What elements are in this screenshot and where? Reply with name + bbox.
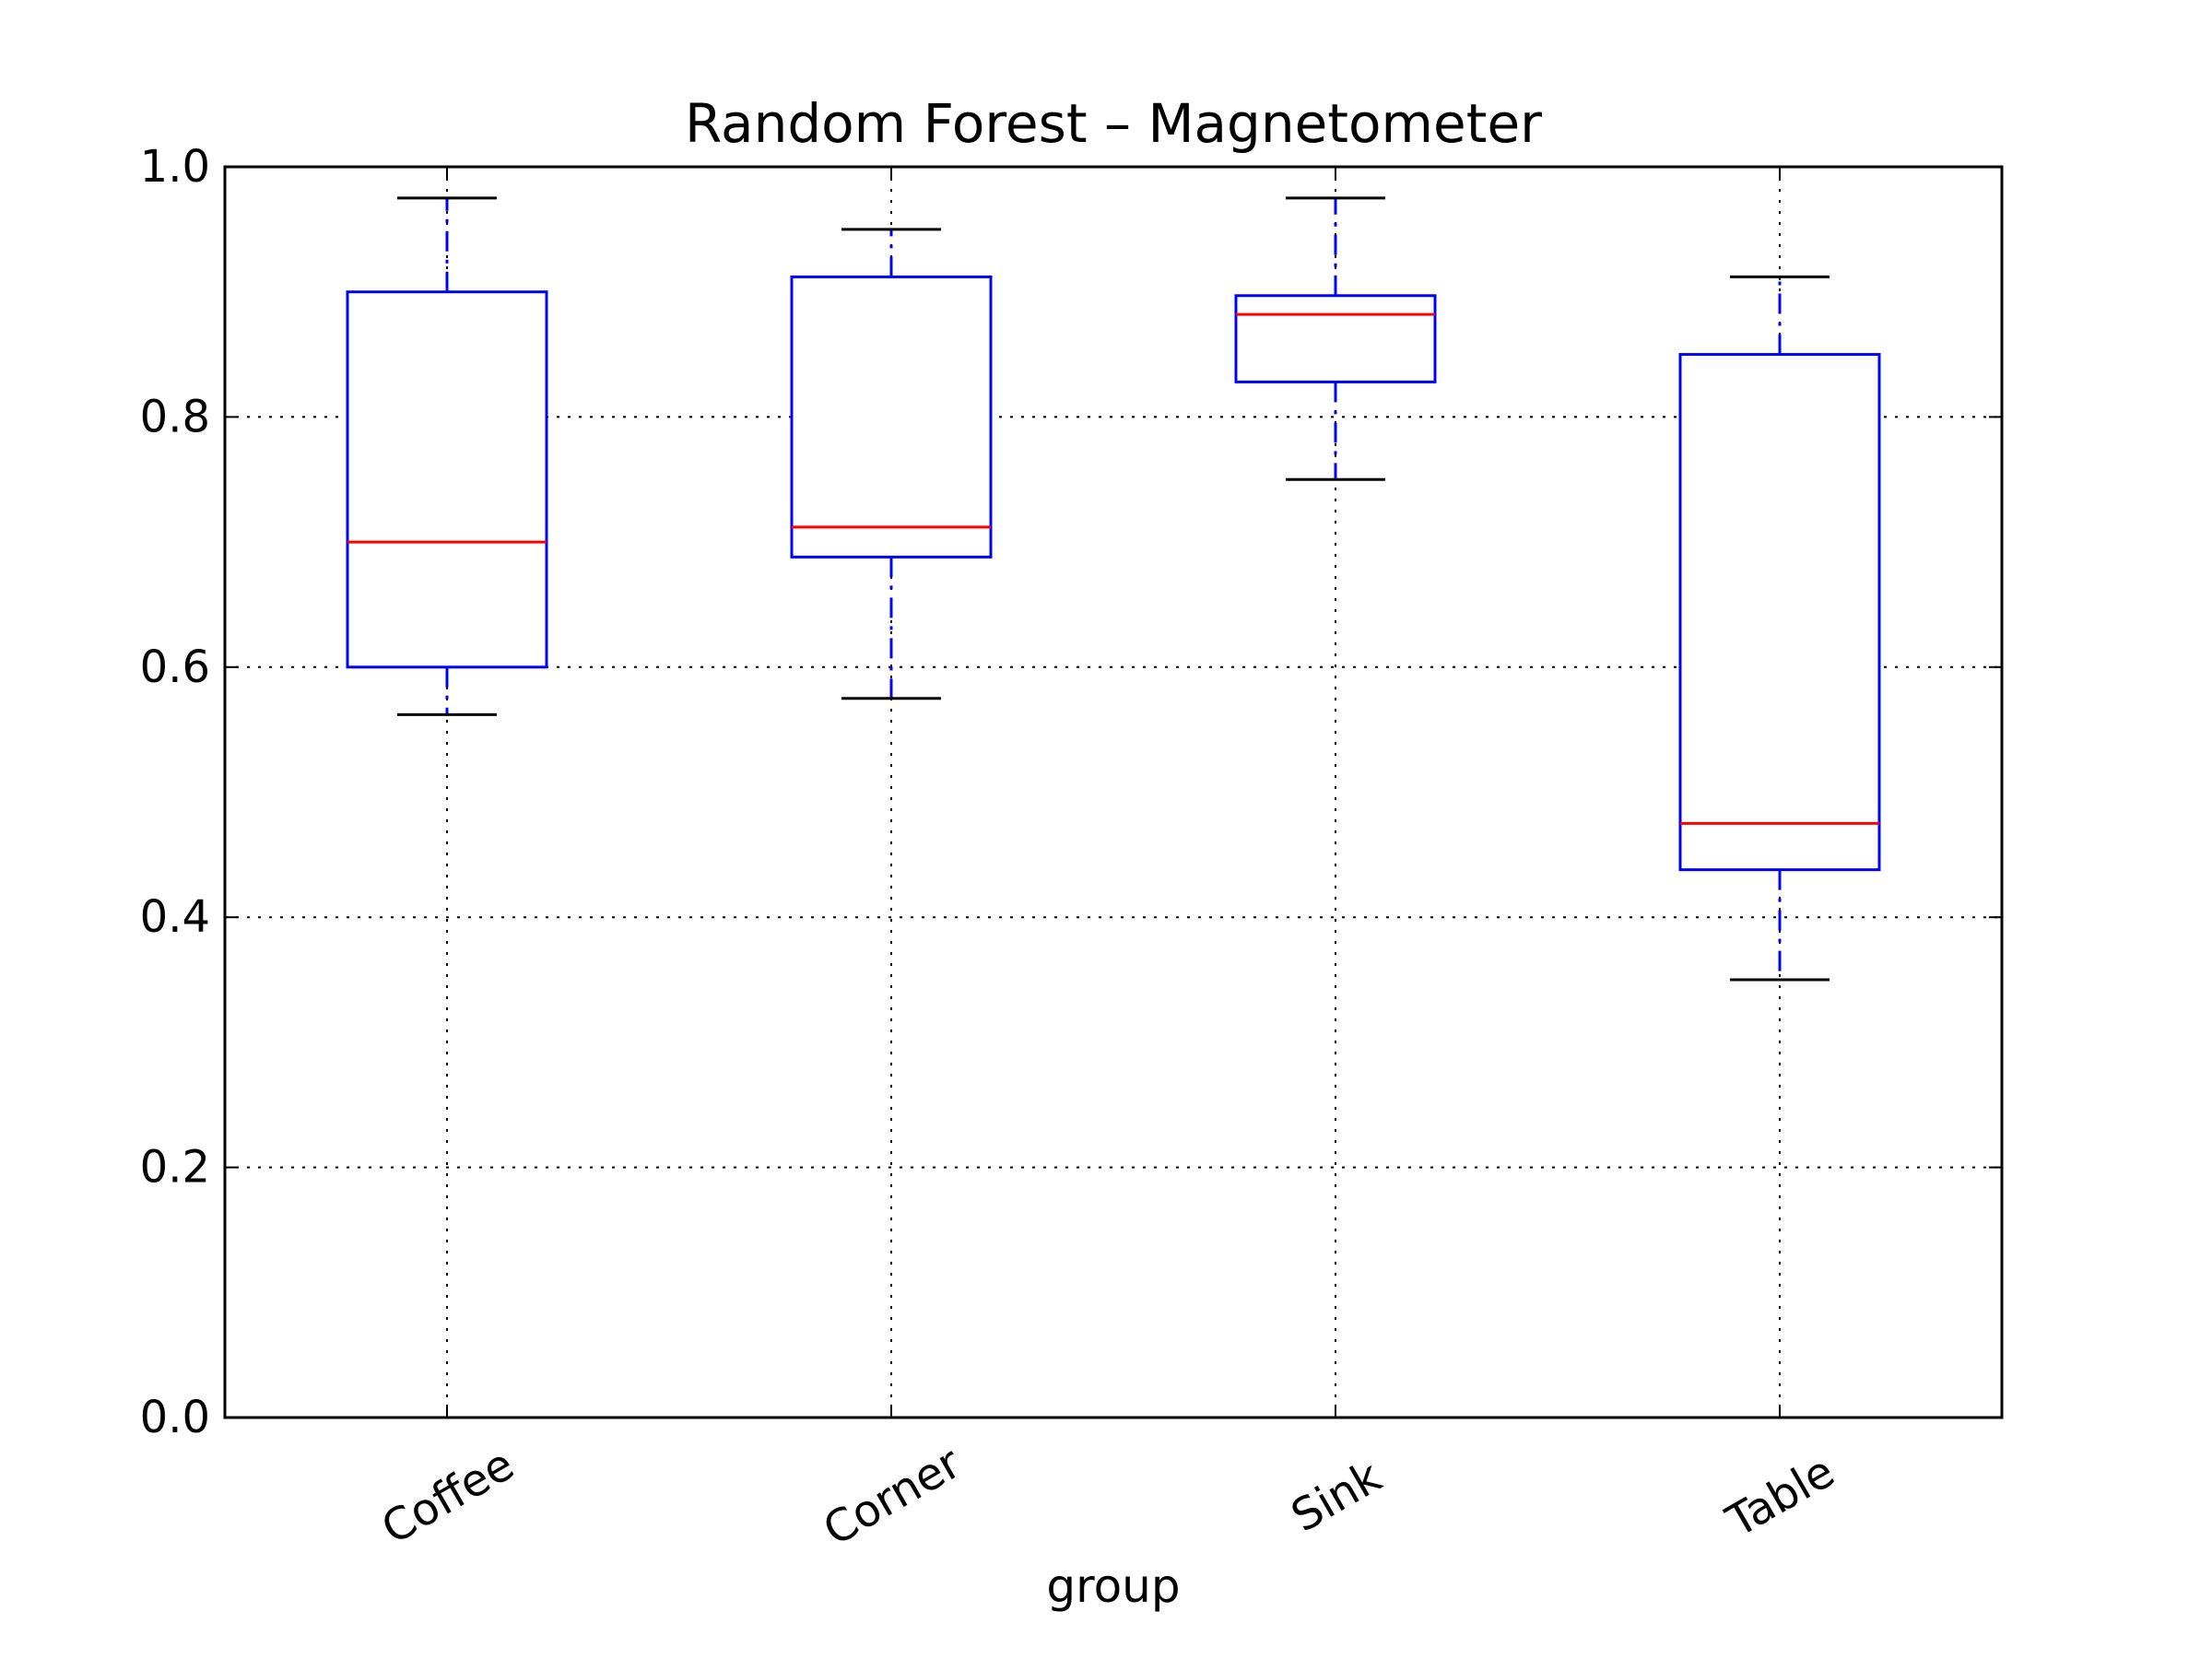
y-tick-label: 0.4 [140, 891, 210, 943]
y-tick-label: 0.6 [140, 641, 210, 693]
y-tick-label: 0.0 [140, 1392, 210, 1443]
boxes-layer [346, 196, 1881, 982]
x-axis-label: group [1046, 1559, 1180, 1613]
box-iqr [790, 275, 993, 559]
box-iqr [1234, 294, 1437, 383]
grid-lines [225, 166, 2002, 1418]
y-tick-label: 0.2 [140, 1142, 210, 1194]
box-iqr [1678, 353, 1881, 872]
box-table [1678, 275, 1881, 982]
box-iqr [346, 290, 548, 669]
y-tick-label: 0.8 [140, 391, 210, 442]
box-corner [790, 228, 993, 700]
chart-title: Random Forest – Magnetometer [685, 92, 1542, 155]
plot-frame [223, 165, 2004, 1419]
y-tick-label: 1.0 [140, 141, 210, 193]
box-sink [1234, 196, 1437, 481]
box-coffee [346, 196, 548, 716]
